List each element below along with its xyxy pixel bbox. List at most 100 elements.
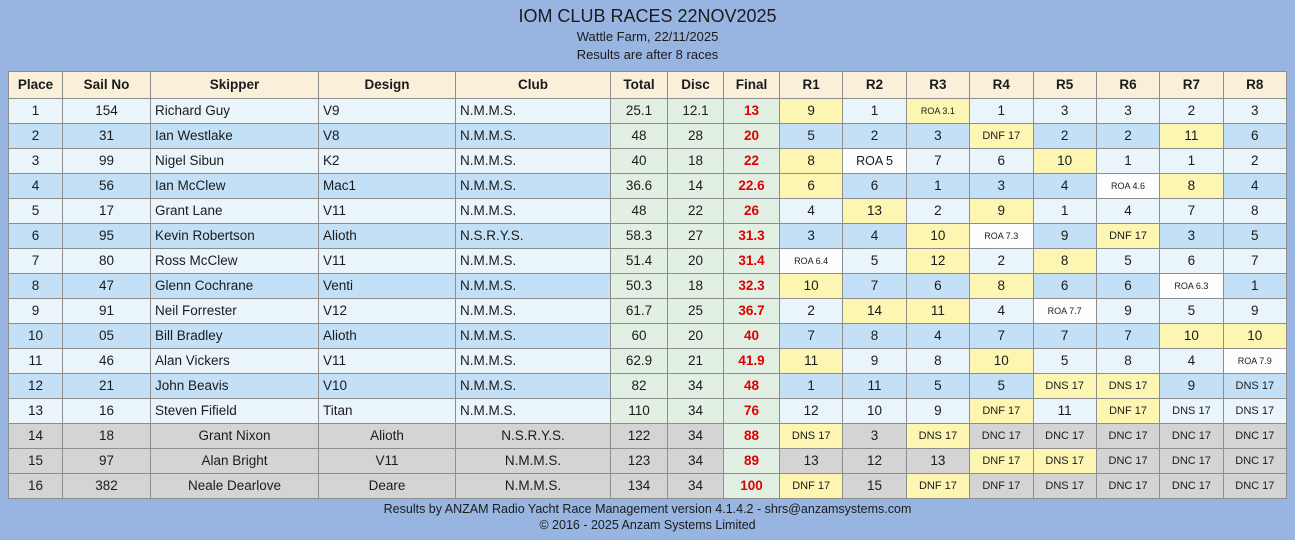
race-3-cell: DNF 17 bbox=[905, 472, 971, 499]
race-6-cell: 2 bbox=[1095, 122, 1161, 149]
design-cell: K2 bbox=[318, 147, 456, 174]
result-row-place-3: 3 99 Nigel Sibun K2 N.M.M.S. 40 18 22 8 ROA 5 7 6 10… bbox=[8, 147, 1288, 174]
copyright: © 2016 - 2025 Anzam Systems Limited bbox=[539, 518, 756, 533]
race-7-cell: DNC 17 bbox=[1159, 447, 1224, 474]
total-cell: 82 bbox=[610, 372, 668, 399]
race-2-cell: 8 bbox=[842, 322, 907, 349]
column-header-row: Place Sail No Skipper Design Club Total Disc Fi… bbox=[8, 70, 1288, 99]
result-row-place-8: 8 47 Glenn Cochrane Venti N.M.M.S. 50.3 18 32.3… bbox=[8, 272, 1288, 299]
race-3-cell: DNS 17 bbox=[905, 422, 971, 449]
race-8-cell: 8 bbox=[1222, 197, 1288, 224]
race-7-cell: DNC 17 bbox=[1159, 472, 1224, 499]
sail-no-cell: 95 bbox=[62, 222, 151, 249]
club-cell: N.S.R.Y.S. bbox=[455, 422, 611, 449]
column-header-design: Design bbox=[318, 70, 456, 99]
column-header-r3: R3 bbox=[905, 70, 971, 99]
race-3-cell: 13 bbox=[905, 447, 971, 474]
column-header-r1: R1 bbox=[778, 70, 844, 99]
result-row-place-14: 14 18 Grant Nixon Alioth N.S.R.Y.S. 122 34 88 DN… bbox=[8, 422, 1288, 449]
race-2-cell: 3 bbox=[842, 422, 907, 449]
total-cell: 48 bbox=[610, 122, 668, 149]
result-row-place-4: 4 56 Ian McClew Mac1 N.M.M.S. 36.6 14 22.6 6 6 1 3 4… bbox=[8, 172, 1288, 199]
place-cell: 8 bbox=[8, 272, 63, 299]
race-4-cell: 3 bbox=[969, 172, 1034, 199]
race-3-cell: 5 bbox=[905, 372, 971, 399]
race-4-cell: 7 bbox=[969, 322, 1034, 349]
race-8-cell: 5 bbox=[1222, 222, 1288, 249]
race-4-cell: DNF 17 bbox=[969, 447, 1034, 474]
race-1-cell: 7 bbox=[778, 322, 844, 349]
sail-no-cell: 18 bbox=[62, 422, 151, 449]
race-7-cell: 3 bbox=[1159, 222, 1224, 249]
club-cell: N.M.M.S. bbox=[455, 447, 611, 474]
sail-no-cell: 154 bbox=[62, 97, 151, 124]
race-5-cell: 10 bbox=[1032, 147, 1097, 174]
race-3-cell: 2 bbox=[905, 197, 971, 224]
column-header-skipper: Skipper bbox=[150, 70, 319, 99]
race-3-cell: 4 bbox=[905, 322, 971, 349]
race-4-cell: 1 bbox=[969, 97, 1034, 124]
race-4-cell: 6 bbox=[969, 147, 1034, 174]
race-8-cell: DNC 17 bbox=[1222, 422, 1288, 449]
disc-cell: 28 bbox=[667, 122, 724, 149]
total-cell: 122 bbox=[610, 422, 668, 449]
design-cell: V11 bbox=[318, 247, 456, 274]
race-6-cell: 4 bbox=[1095, 197, 1161, 224]
race-5-cell: 8 bbox=[1032, 247, 1097, 274]
race-5-cell: 6 bbox=[1032, 272, 1097, 299]
column-header-total: Total bbox=[610, 70, 668, 99]
disc-cell: 20 bbox=[667, 322, 724, 349]
race-6-cell: ROA 4.6 bbox=[1095, 172, 1161, 199]
race-7-cell: 7 bbox=[1159, 197, 1224, 224]
race-7-cell: 9 bbox=[1159, 372, 1224, 399]
race-2-cell: 7 bbox=[842, 272, 907, 299]
race-1-cell: 9 bbox=[778, 97, 844, 124]
final-cell: 40 bbox=[723, 322, 780, 349]
race-2-cell: 13 bbox=[842, 197, 907, 224]
club-cell: N.M.M.S. bbox=[455, 397, 611, 424]
race-3-cell: 3 bbox=[905, 122, 971, 149]
race-6-cell: DNS 17 bbox=[1095, 372, 1161, 399]
results-body: 1 154 Richard Guy V9 N.M.M.S. 25.1 12.1 13 9 1 ROA… bbox=[8, 97, 1288, 499]
design-cell: Mac1 bbox=[318, 172, 456, 199]
disc-cell: 34 bbox=[667, 472, 724, 499]
race-1-cell: 12 bbox=[778, 397, 844, 424]
race-7-cell: DNC 17 bbox=[1159, 422, 1224, 449]
final-cell: 88 bbox=[723, 422, 780, 449]
club-cell: N.M.M.S. bbox=[455, 472, 611, 499]
place-cell: 7 bbox=[8, 247, 63, 274]
race-2-cell: 14 bbox=[842, 297, 907, 324]
place-cell: 11 bbox=[8, 347, 63, 374]
venue-date: Wattle Farm, 22/11/2025 bbox=[576, 28, 719, 44]
race-8-cell: DNS 17 bbox=[1222, 397, 1288, 424]
place-cell: 4 bbox=[8, 172, 63, 199]
place-cell: 13 bbox=[8, 397, 63, 424]
race-7-cell: 11 bbox=[1159, 122, 1224, 149]
race-4-cell: ROA 7.3 bbox=[969, 222, 1034, 249]
race-3-cell: 8 bbox=[905, 347, 971, 374]
place-cell: 12 bbox=[8, 372, 63, 399]
total-cell: 134 bbox=[610, 472, 668, 499]
column-header-r8: R8 bbox=[1222, 70, 1288, 99]
race-6-cell: 8 bbox=[1095, 347, 1161, 374]
race-5-cell: DNC 17 bbox=[1032, 422, 1097, 449]
report-header: IOM CLUB RACES 22NOV2025 Wattle Farm, 22… bbox=[0, 0, 1295, 63]
result-row-place-10: 10 05 Bill Bradley Alioth N.M.M.S. 60 20 40 7 8 4 7… bbox=[8, 322, 1288, 349]
sail-no-cell: 80 bbox=[62, 247, 151, 274]
total-cell: 50.3 bbox=[610, 272, 668, 299]
race-2-cell: 6 bbox=[842, 172, 907, 199]
result-row-place-16: 16 382 Neale Dearlove Deare N.M.M.S. 134 34 100… bbox=[8, 472, 1288, 499]
software-credit: Results by ANZAM Radio Yacht Race Manage… bbox=[383, 501, 912, 516]
race-3-cell: ROA 3.1 bbox=[905, 97, 971, 124]
race-6-cell: DNC 17 bbox=[1095, 472, 1161, 499]
disc-cell: 34 bbox=[667, 422, 724, 449]
results-table: Place Sail No Skipper Design Club Total Disc Fi… bbox=[8, 70, 1288, 499]
club-cell: N.M.M.S. bbox=[455, 272, 611, 299]
race-4-cell: 10 bbox=[969, 347, 1034, 374]
place-cell: 2 bbox=[8, 122, 63, 149]
result-row-place-9: 9 91 Neil Forrester V12 N.M.M.S. 61.7 25 36.7 2 1… bbox=[8, 297, 1288, 324]
final-cell: 20 bbox=[723, 122, 780, 149]
final-cell: 100 bbox=[723, 472, 780, 499]
disc-cell: 22 bbox=[667, 197, 724, 224]
final-cell: 26 bbox=[723, 197, 780, 224]
